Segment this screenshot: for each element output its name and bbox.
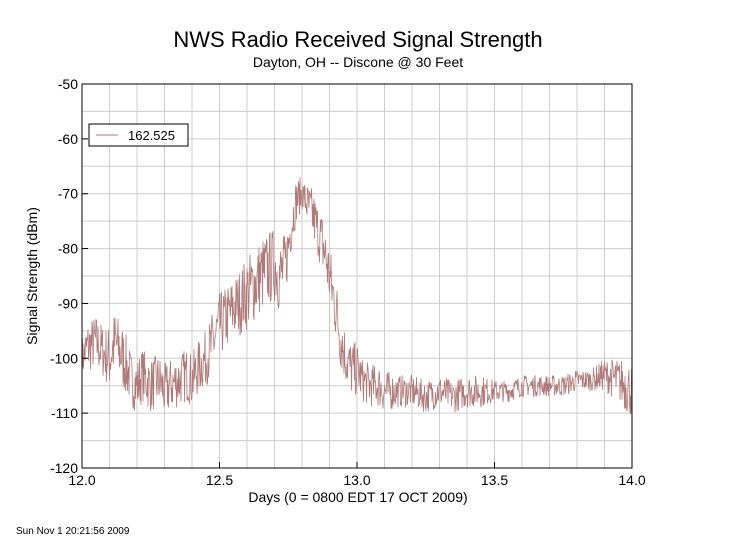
x-tick-label: 13.0 <box>343 472 370 488</box>
y-tick-label: -90 <box>58 295 78 311</box>
x-tick-label: 13.5 <box>481 472 508 488</box>
y-axis-label: Signal Strength (dBm) <box>24 207 40 345</box>
chart-title: NWS Radio Received Signal Strength <box>173 27 542 52</box>
y-tick-label: -120 <box>50 460 78 476</box>
x-tick-label: 12.0 <box>68 472 95 488</box>
x-tick-label: 14.0 <box>618 472 645 488</box>
y-tick-label: -80 <box>58 241 78 257</box>
x-axis-label: Days (0 = 0800 EDT 17 OCT 2009) <box>248 489 467 505</box>
y-tick-label: -100 <box>50 350 78 366</box>
x-tick-label: 12.5 <box>206 472 233 488</box>
legend-box <box>88 123 189 147</box>
y-tick-label: -110 <box>51 405 78 421</box>
y-tick-label: -50 <box>58 76 78 92</box>
chart-subtitle: Dayton, OH -- Discone @ 30 Feet <box>253 54 463 70</box>
axis-ticks: 12.0 12.5 13.0 13.5 14.0 -50 -60 -70 -80 -90 -100 -… <box>50 76 646 488</box>
series-line-162-525 <box>81 177 633 415</box>
legend-series-label: 162.525 <box>128 128 175 143</box>
y-tick-label: -60 <box>58 131 78 147</box>
legend: 162.525 <box>88 123 189 147</box>
footer-timestamp: Sun Nov 1 20:21:56 2009 <box>16 526 130 537</box>
y-tick-label: -70 <box>58 186 78 202</box>
